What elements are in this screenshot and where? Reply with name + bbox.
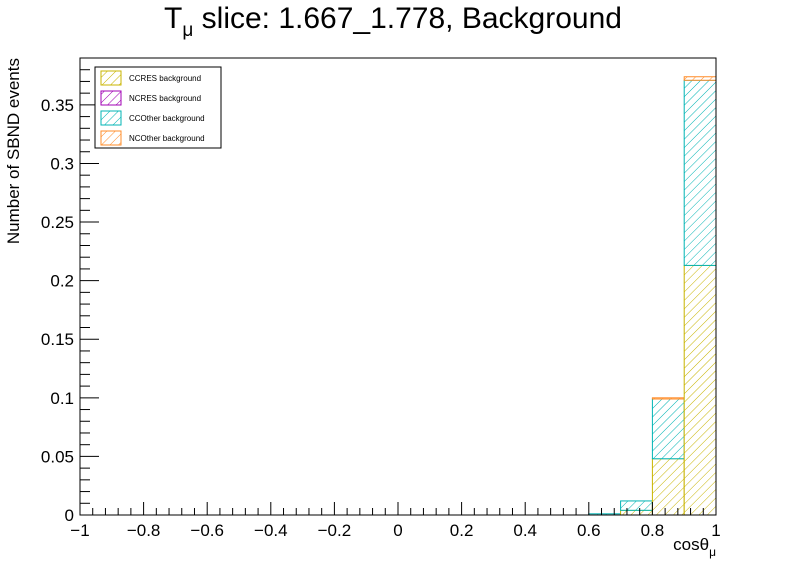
bar-ncother-background-bin-18 (651, 397, 685, 400)
legend-swatch-ncother-background (100, 130, 122, 146)
x-axis-title-main: cosθ (673, 535, 709, 554)
legend-label-ccres-background: CCRES background (129, 74, 201, 83)
y-tick-label: 0.15 (41, 330, 74, 349)
legend-swatch-ccres-background (100, 70, 122, 86)
x-tick-label: 0.2 (450, 521, 474, 540)
bar-ccother-background-bin-19 (683, 79, 717, 266)
y-tick-label: 0.35 (41, 96, 74, 115)
legend-swatch-ccother-background (100, 110, 122, 126)
x-tick-label: −1 (70, 521, 89, 540)
y-tick-label: 0 (65, 506, 74, 525)
x-tick-label: 0.8 (641, 521, 665, 540)
x-tick-label: −0.4 (254, 521, 288, 540)
y-tick-label: 0.05 (41, 447, 74, 466)
y-tick-label: 0.1 (50, 389, 74, 408)
bar-ccother-background-bin-17 (620, 500, 653, 511)
legend-label-ncres-background: NCRES background (129, 94, 201, 103)
legend-label-ccother-background: CCOther background (129, 114, 205, 123)
title-prefix: T (164, 2, 182, 35)
bar-ccres-background-bin-18 (651, 458, 685, 516)
bar-ccres-background-bin-19 (683, 264, 717, 516)
bar-ccother-background-bin-18 (651, 398, 685, 460)
x-tick-label: −0.8 (127, 521, 161, 540)
y-tick-label: 0.2 (50, 272, 74, 291)
title-subscript: μ (182, 20, 193, 41)
x-tick-label: −0.2 (318, 521, 352, 540)
title-rest: slice: 1.667_1.778, Background (193, 2, 622, 35)
legend: CCRES background NCRES background CCOther … (94, 66, 222, 149)
x-tick-label: 0 (393, 521, 402, 540)
x-axis-title: cosθμ (673, 535, 716, 559)
y-tick-label: 0.3 (50, 154, 74, 173)
bar-ncother-background-bin-19 (683, 76, 717, 81)
x-tick-label: 0.4 (513, 521, 537, 540)
x-tick-label: 1 (711, 521, 720, 540)
y-tick-label: 0.25 (41, 213, 74, 232)
legend-label-ncother-background: NCOther background (129, 134, 205, 143)
x-axis: −1 −0.8 −0.6 −0.4 −0.2 0 0.2 0.4 0.6 0.8 1 (70, 502, 721, 540)
x-axis-title-subscript: μ (709, 545, 716, 559)
chart-title: Tμ slice: 1.667_1.778, Background (164, 2, 622, 41)
y-axis-title: Number of SBND events (4, 58, 23, 244)
y-axis: 0 0.05 0.1 0.15 0.2 0.25 0.3 0.35 (41, 57, 99, 525)
x-tick-label: −0.6 (190, 521, 224, 540)
bar-ccres-background-bin-17 (620, 509, 653, 516)
legend-swatch-ncres-background (100, 90, 122, 106)
bars-group (588, 76, 717, 516)
x-tick-label: 0.6 (577, 521, 601, 540)
